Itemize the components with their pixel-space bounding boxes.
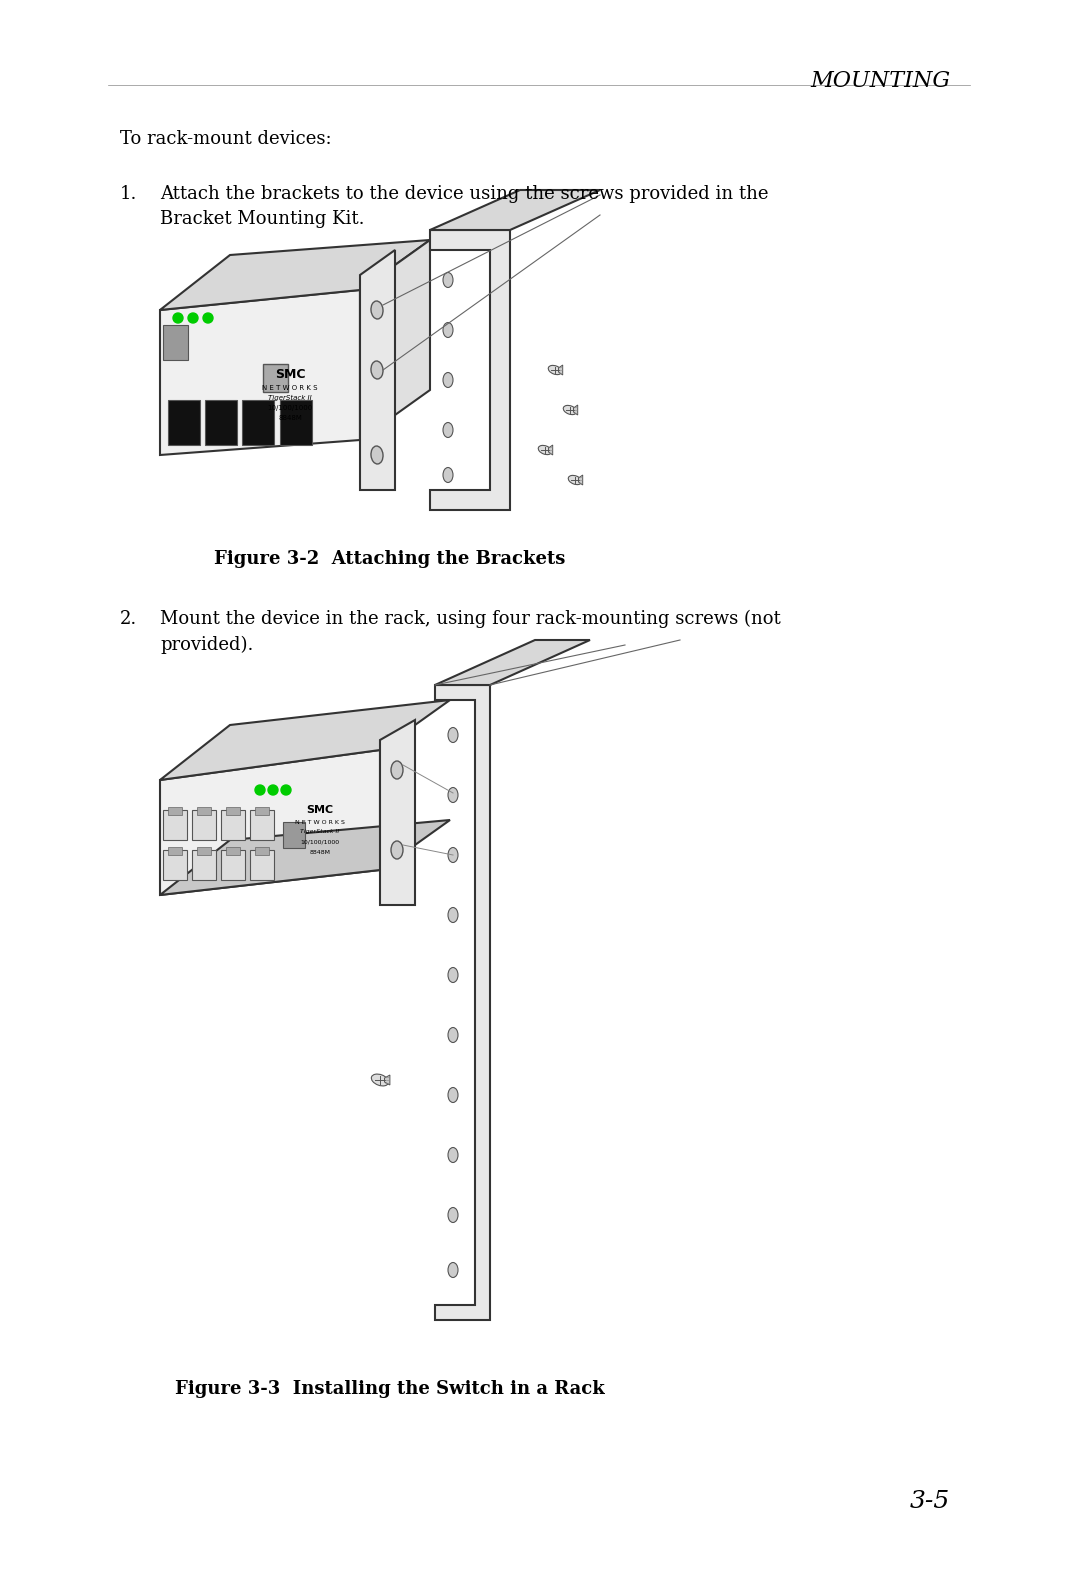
- Text: N E T W O R K S: N E T W O R K S: [295, 820, 345, 824]
- Text: 3-5: 3-5: [909, 1490, 950, 1513]
- Ellipse shape: [391, 842, 403, 859]
- Ellipse shape: [568, 476, 582, 485]
- Bar: [283, 823, 305, 848]
- Ellipse shape: [372, 1074, 389, 1086]
- Ellipse shape: [448, 788, 458, 802]
- Bar: [205, 400, 237, 444]
- Text: 10/100/1000: 10/100/1000: [268, 405, 312, 411]
- Ellipse shape: [448, 1148, 458, 1162]
- Bar: [197, 846, 211, 856]
- Polygon shape: [360, 240, 430, 440]
- Text: 8848M: 8848M: [278, 414, 302, 421]
- Text: SMC: SMC: [274, 369, 306, 382]
- Text: 2.: 2.: [120, 611, 137, 628]
- Ellipse shape: [443, 468, 453, 482]
- Polygon shape: [160, 290, 360, 455]
- Ellipse shape: [564, 405, 577, 414]
- Text: N E T W O R K S: N E T W O R K S: [262, 385, 318, 391]
- Ellipse shape: [448, 967, 458, 983]
- Text: SMC: SMC: [307, 805, 334, 815]
- Polygon shape: [160, 700, 450, 780]
- Bar: [226, 807, 240, 815]
- Ellipse shape: [370, 361, 383, 378]
- Ellipse shape: [549, 366, 562, 375]
- Circle shape: [188, 312, 198, 323]
- Polygon shape: [430, 190, 600, 229]
- Polygon shape: [435, 685, 490, 1320]
- Ellipse shape: [443, 422, 453, 438]
- Bar: [168, 807, 183, 815]
- FancyBboxPatch shape: [249, 810, 274, 840]
- Ellipse shape: [448, 907, 458, 923]
- Text: Attach the brackets to the device using the screws provided in the
Bracket Mount: Attach the brackets to the device using …: [160, 185, 769, 228]
- Bar: [280, 400, 312, 444]
- Text: To rack-mount devices:: To rack-mount devices:: [120, 130, 332, 148]
- FancyBboxPatch shape: [192, 849, 216, 881]
- Ellipse shape: [448, 1088, 458, 1102]
- Circle shape: [173, 312, 183, 323]
- Polygon shape: [435, 641, 590, 685]
- Polygon shape: [360, 250, 395, 490]
- FancyBboxPatch shape: [221, 810, 245, 840]
- Text: Figure 3-3  Installing the Switch in a Rack: Figure 3-3 Installing the Switch in a Ra…: [175, 1380, 605, 1397]
- Text: TigerStack II: TigerStack II: [268, 396, 312, 400]
- Ellipse shape: [448, 848, 458, 862]
- Polygon shape: [558, 364, 563, 375]
- Text: TigerStack II: TigerStack II: [300, 829, 339, 835]
- Bar: [197, 807, 211, 815]
- Circle shape: [255, 785, 265, 794]
- FancyBboxPatch shape: [249, 849, 274, 881]
- Polygon shape: [573, 405, 578, 414]
- Ellipse shape: [370, 446, 383, 465]
- Circle shape: [268, 785, 278, 794]
- FancyBboxPatch shape: [221, 849, 245, 881]
- Bar: [255, 846, 269, 856]
- Ellipse shape: [448, 727, 458, 743]
- Polygon shape: [380, 721, 415, 904]
- Text: 10/100/1000: 10/100/1000: [300, 840, 339, 845]
- Polygon shape: [160, 750, 380, 895]
- Ellipse shape: [448, 1262, 458, 1278]
- Polygon shape: [579, 476, 583, 485]
- Text: 8848M: 8848M: [310, 849, 330, 854]
- FancyBboxPatch shape: [163, 810, 187, 840]
- Circle shape: [281, 785, 291, 794]
- Ellipse shape: [448, 1027, 458, 1042]
- Polygon shape: [384, 1075, 390, 1085]
- FancyBboxPatch shape: [264, 364, 288, 392]
- Bar: [242, 400, 274, 444]
- Ellipse shape: [538, 446, 552, 455]
- Text: MOUNTING: MOUNTING: [810, 71, 950, 93]
- Bar: [163, 325, 188, 360]
- Polygon shape: [160, 820, 450, 895]
- Text: Mount the device in the rack, using four rack-mounting screws (not
provided).: Mount the device in the rack, using four…: [160, 611, 781, 653]
- FancyBboxPatch shape: [163, 849, 187, 881]
- Bar: [255, 807, 269, 815]
- Ellipse shape: [391, 761, 403, 779]
- Bar: [168, 846, 183, 856]
- Polygon shape: [549, 444, 553, 455]
- Ellipse shape: [370, 301, 383, 319]
- Bar: [168, 400, 200, 444]
- Polygon shape: [160, 240, 430, 309]
- FancyBboxPatch shape: [192, 810, 216, 840]
- Ellipse shape: [443, 372, 453, 388]
- Text: 1.: 1.: [120, 185, 137, 203]
- Ellipse shape: [443, 322, 453, 338]
- Ellipse shape: [448, 1207, 458, 1223]
- Circle shape: [203, 312, 213, 323]
- Ellipse shape: [443, 273, 453, 287]
- Bar: [226, 846, 240, 856]
- Polygon shape: [430, 229, 510, 510]
- Text: Figure 3-2  Attaching the Brackets: Figure 3-2 Attaching the Brackets: [214, 550, 566, 568]
